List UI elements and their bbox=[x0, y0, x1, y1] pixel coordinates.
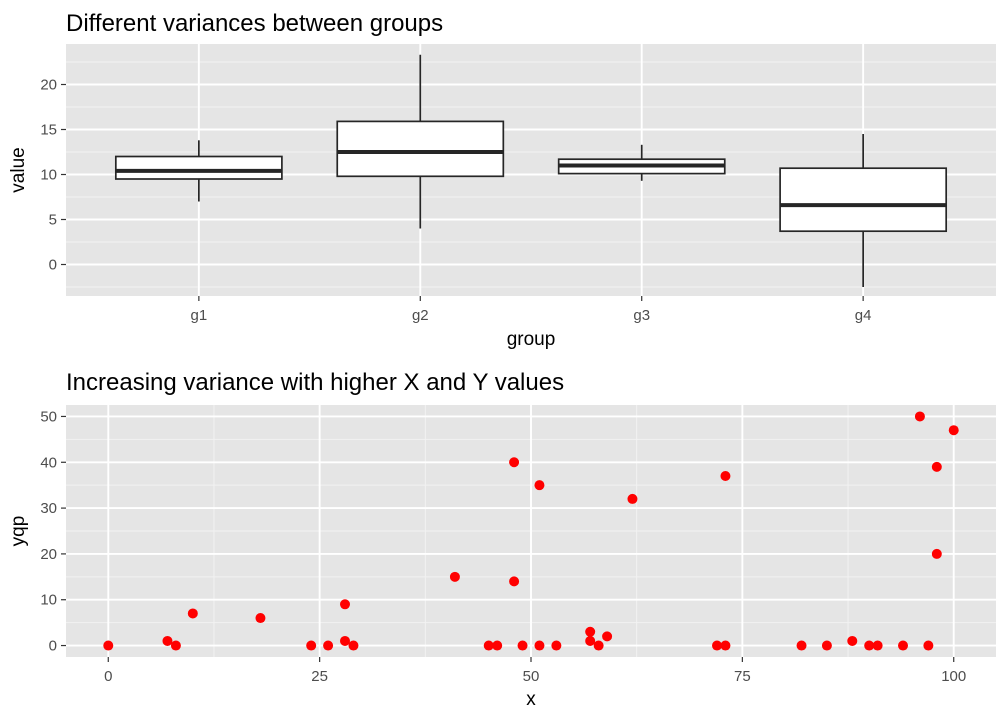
scatter-point bbox=[914, 411, 925, 422]
scatter-point bbox=[602, 631, 613, 642]
boxplot-y-ticks: 0 5 10 15 20 bbox=[40, 77, 66, 274]
scatter-point bbox=[306, 640, 317, 651]
scatter-point bbox=[517, 640, 528, 651]
scatter-point bbox=[534, 480, 545, 491]
scatter-point bbox=[509, 457, 520, 468]
scatter-y-tick-label: 20 bbox=[40, 546, 57, 563]
scatter-point bbox=[348, 640, 359, 651]
boxplot-chart: Different variances between groups 0 5 10 1… bbox=[8, 10, 996, 350]
scatter-point bbox=[534, 640, 545, 651]
scatter-point bbox=[847, 635, 858, 646]
scatter-point bbox=[162, 635, 173, 646]
boxplot-y-tick-label: 5 bbox=[49, 212, 57, 229]
scatter-y-tick-label: 0 bbox=[49, 638, 57, 655]
boxplot-marks bbox=[114, 54, 948, 287]
scatter-y-tick-label: 10 bbox=[40, 592, 57, 609]
scatter-major-grid bbox=[66, 405, 996, 657]
scatter-point bbox=[627, 493, 638, 504]
boxplot-y-tick-label: 10 bbox=[40, 167, 57, 184]
scatter-point bbox=[923, 640, 934, 651]
scatter-y-tick-label: 40 bbox=[40, 454, 57, 471]
scatter-point bbox=[593, 640, 604, 651]
boxplot-box bbox=[779, 167, 948, 233]
boxplot-y-tick-label: 20 bbox=[40, 77, 57, 94]
scatter-x-tick-label: 50 bbox=[523, 668, 540, 685]
boxplot-box bbox=[114, 155, 283, 180]
scatter-point bbox=[931, 461, 942, 472]
scatter-point bbox=[872, 640, 883, 651]
scatter-y-tick-label: 50 bbox=[40, 408, 57, 425]
scatter-y-ticks: 0 10 20 30 40 50 bbox=[40, 408, 66, 655]
boxplot-title: Different variances between groups bbox=[66, 10, 443, 37]
scatter-x-tick-label: 75 bbox=[734, 668, 751, 685]
scatter-y-tick-label: 30 bbox=[40, 500, 57, 517]
boxplot-box bbox=[336, 120, 505, 178]
scatter-point bbox=[796, 640, 807, 651]
scatter-x-tick-label: 25 bbox=[311, 668, 328, 685]
scatter-chart: Increasing variance with higher X and Y … bbox=[8, 369, 996, 710]
scatter-point bbox=[187, 608, 198, 619]
scatter-point bbox=[492, 640, 503, 651]
boxplot-minor-grid bbox=[66, 61, 996, 288]
scatter-x-tick-label: 100 bbox=[941, 668, 966, 685]
scatter-point bbox=[585, 626, 596, 637]
scatter-point bbox=[948, 425, 959, 436]
scatter-point bbox=[712, 640, 722, 651]
boxplot-x-tick-label: g2 bbox=[412, 307, 429, 324]
scatter-point bbox=[323, 640, 334, 651]
scatter-point bbox=[898, 640, 908, 651]
scatter-point bbox=[340, 635, 350, 646]
scatter-points bbox=[103, 411, 959, 651]
scatter-point bbox=[340, 599, 350, 610]
scatter-point bbox=[720, 471, 731, 482]
boxplot-x-tick-label: g4 bbox=[855, 307, 872, 324]
boxplot-y-tick-label: 15 bbox=[40, 122, 57, 139]
scatter-point bbox=[821, 640, 832, 651]
scatter-title: Increasing variance with higher X and Y … bbox=[66, 369, 564, 396]
scatter-x-tick-label: 0 bbox=[104, 668, 112, 685]
scatter-x-ticks: 0 25 50 75 100 bbox=[104, 657, 966, 685]
scatter-point bbox=[483, 640, 494, 651]
scatter-point bbox=[103, 640, 114, 651]
scatter-x-axis-label: x bbox=[526, 689, 536, 710]
boxplot-x-tick-label: g1 bbox=[191, 307, 208, 324]
scatter-point bbox=[720, 640, 731, 651]
scatter-point bbox=[255, 613, 266, 624]
scatter-point bbox=[585, 635, 596, 646]
scatter-point bbox=[170, 640, 181, 651]
boxplot-x-ticks: g1 g2 g3 g4 bbox=[191, 296, 872, 324]
scatter-point bbox=[551, 640, 562, 651]
scatter-point bbox=[509, 576, 520, 587]
boxplot-x-axis-label: group bbox=[507, 329, 556, 350]
boxplot-y-tick-label: 0 bbox=[49, 257, 57, 274]
scatter-point bbox=[864, 640, 875, 651]
boxplot-x-tick-label: g3 bbox=[633, 307, 650, 324]
scatter-y-axis-label: yqp bbox=[8, 516, 29, 547]
scatter-point bbox=[449, 571, 460, 582]
boxplot-y-axis-label: value bbox=[8, 147, 29, 192]
scatter-point bbox=[931, 548, 942, 559]
